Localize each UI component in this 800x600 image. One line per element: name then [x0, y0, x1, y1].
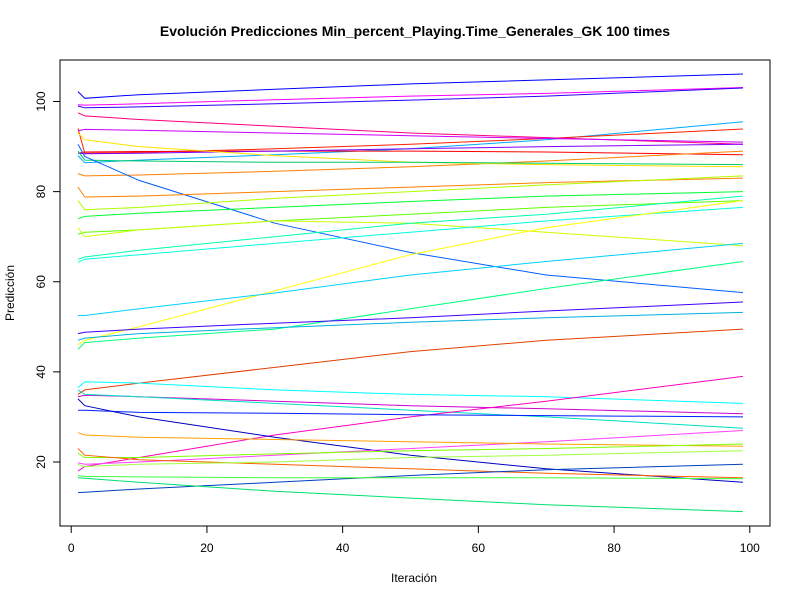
- series-line-36: [77, 448, 744, 479]
- series-line-22: [78, 242, 744, 316]
- series-line-23: [77, 261, 744, 350]
- series-layer: [77, 73, 744, 513]
- series-line-9: [77, 150, 744, 177]
- y-tick-label: 100: [34, 91, 48, 111]
- series-line-34: [77, 432, 744, 447]
- series-line-35: [77, 443, 744, 458]
- series-line-39: [77, 475, 744, 480]
- series-line-2: [77, 87, 744, 106]
- x-tick-label: 60: [472, 541, 486, 555]
- x-axis: 0 20 40 60 80 100: [68, 525, 760, 555]
- series-line-27: [77, 381, 744, 404]
- series-line-19: [77, 195, 744, 260]
- series-line-20: [77, 206, 744, 263]
- series-line-12: [77, 150, 744, 166]
- y-tick-label: 80: [34, 185, 48, 199]
- series-line-31: [78, 409, 744, 418]
- series-line-7: [77, 128, 744, 143]
- series-line-29: [77, 389, 744, 429]
- series-line-14: [77, 177, 744, 198]
- series-line-24: [77, 301, 744, 335]
- series-line-4: [77, 121, 744, 164]
- series-line-11: [77, 132, 744, 168]
- series-line-25: [77, 311, 744, 341]
- series-line-10: [77, 143, 744, 155]
- y-axis: 20 40 60 80 100: [34, 91, 61, 469]
- x-tick-label: 100: [740, 541, 760, 555]
- x-tick-label: 20: [200, 541, 214, 555]
- series-line-1: [77, 73, 744, 99]
- series-line-13: [77, 144, 744, 294]
- series-line-37: [77, 450, 744, 468]
- series-line-38: [77, 463, 744, 494]
- series-line-33: [77, 430, 744, 465]
- series-line-26: [77, 328, 744, 395]
- y-axis-label: Predicción: [3, 265, 17, 321]
- x-axis-label: Iteración: [391, 571, 437, 585]
- y-tick-label: 60: [34, 275, 48, 289]
- series-line-18: [77, 220, 744, 247]
- y-tick-label: 40: [34, 365, 48, 379]
- x-tick-label: 80: [607, 541, 621, 555]
- series-line-32: [77, 398, 744, 483]
- series-line-16: [77, 191, 744, 220]
- series-line-40: [77, 477, 744, 513]
- series-line-28: [77, 394, 744, 415]
- x-tick-label: 0: [68, 541, 75, 555]
- series-line-6: [77, 112, 744, 145]
- series-line-3: [77, 87, 744, 109]
- y-tick-label: 20: [34, 455, 48, 469]
- series-line-15: [77, 175, 744, 211]
- x-tick-label: 40: [336, 541, 350, 555]
- chart-title: Evolución Predicciones Min_percent_Playi…: [160, 23, 670, 39]
- series-line-21: [77, 200, 744, 346]
